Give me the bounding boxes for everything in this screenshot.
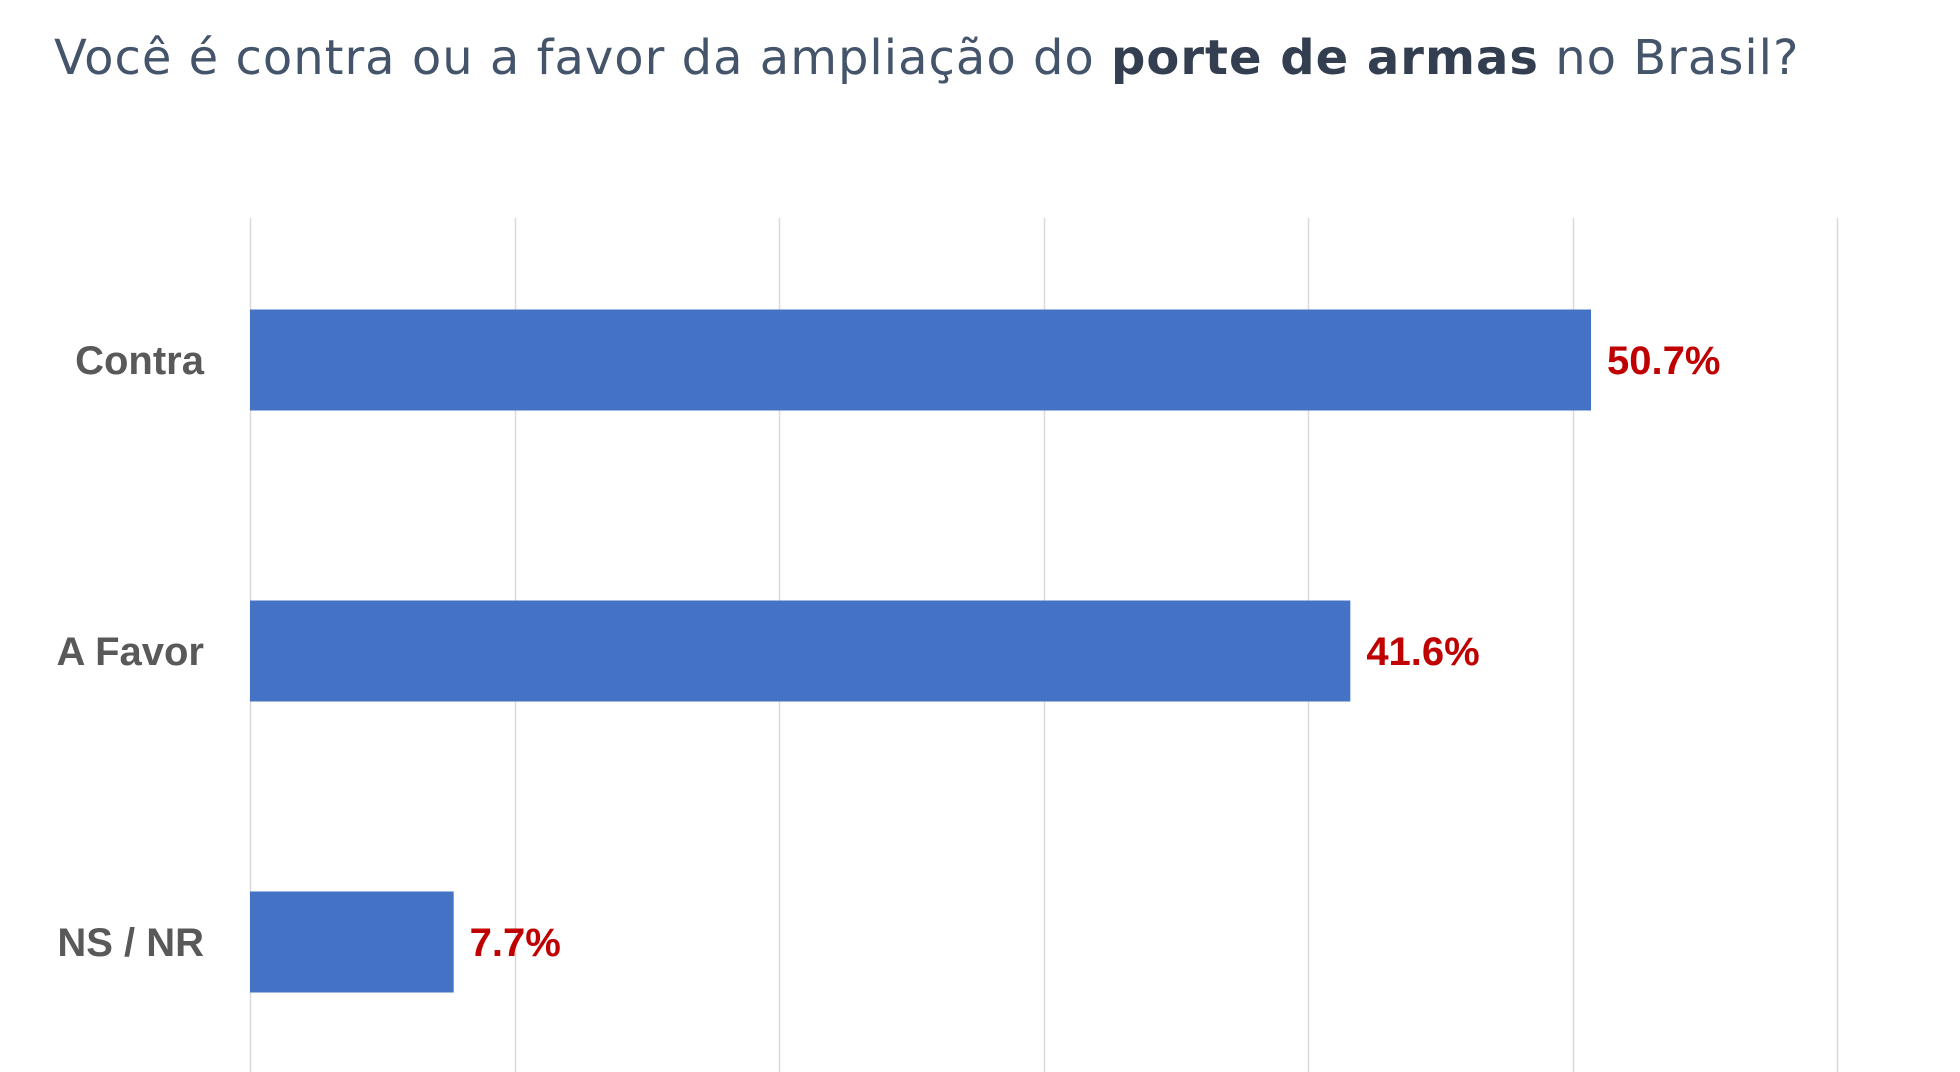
bar [250,309,1592,411]
bars [250,309,1592,993]
value-label: 50.7% [1607,339,1720,383]
chart-title-part-2: no Brasil? [1538,30,1800,86]
bar [250,600,1351,702]
bar [250,891,454,993]
value-label: 41.6% [1366,630,1479,674]
labels: Contra 50.7% A Favor 41.6% NS / NR 7.7% [57,339,1721,965]
chart-title-emphasis: porte de armas [1111,30,1539,86]
category-label: NS / NR [57,921,204,965]
category-label: Contra [75,339,205,383]
category-label: A Favor [57,630,204,674]
value-label: 7.7% [470,921,561,965]
chart-title: Você é contra ou a favor da ampliação do… [54,30,1799,86]
chart-title-part-1: Você é contra ou a favor da ampliação do [54,30,1112,86]
